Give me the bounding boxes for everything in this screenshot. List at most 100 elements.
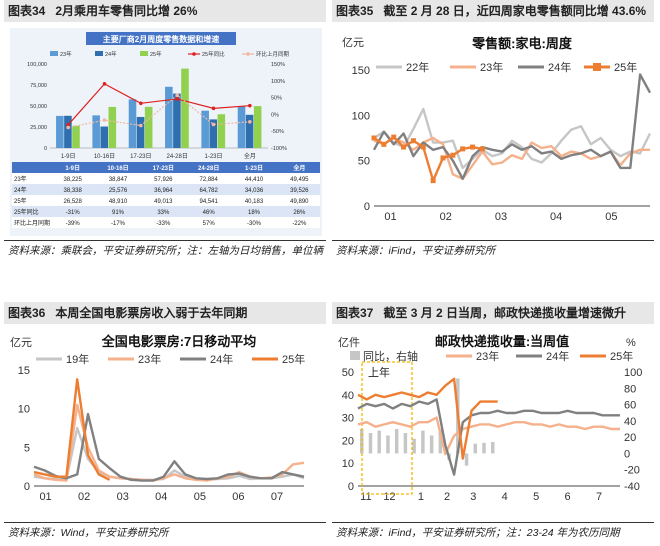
y-tick-label: 30 — [342, 413, 354, 425]
x-tick-label: 6 — [565, 491, 571, 503]
figure-title: 截至 2 月 28 日，近四周家电零售额同比增 43.6% — [383, 4, 647, 18]
x-tick-label: 3 — [470, 491, 476, 503]
bar — [64, 115, 72, 148]
line-marker — [175, 97, 179, 101]
legend-label: 19年 — [66, 352, 89, 366]
x-tick-label: 4 — [502, 491, 508, 503]
line-marker — [211, 122, 216, 127]
x-tick-label: 17-23日 — [130, 153, 151, 160]
x-tick-label: 24-28日 — [166, 153, 187, 160]
bar — [368, 433, 373, 454]
line-marker — [139, 101, 143, 106]
panel-header: 图表34 2月乘用车零售同比增 26% — [4, 0, 326, 22]
x-tick-label: 06 — [232, 491, 244, 503]
table-cell: 57% — [203, 221, 216, 227]
series-line — [357, 398, 620, 476]
annotation-label: 上年 — [368, 365, 390, 379]
table-cell: 环比上月同期 — [14, 219, 50, 227]
y-tick-label: 100 — [352, 110, 370, 122]
table-cell: 24年 — [14, 186, 27, 194]
y-tick-label: 150 — [352, 65, 370, 77]
y2-tick-label: -100% — [271, 146, 287, 152]
table-cell: 57,926 — [154, 177, 173, 183]
line-marker — [450, 152, 456, 158]
y-tick-label: 15 — [18, 365, 30, 377]
figure-number: 图表36 — [8, 306, 46, 320]
series-line — [33, 378, 111, 481]
series-line — [357, 416, 620, 456]
table-header-bg — [12, 162, 320, 173]
legend-label: 23年 — [138, 352, 161, 366]
line-marker — [401, 144, 407, 150]
x-tick-label: 03 — [495, 211, 507, 223]
highlight-box — [361, 361, 413, 495]
legend-label: 24年 — [210, 352, 233, 366]
y-tick-label: 0 — [24, 481, 30, 493]
bar — [386, 435, 390, 454]
series-line — [33, 412, 305, 482]
line-marker — [430, 178, 436, 184]
table-row — [12, 195, 320, 206]
series-line — [373, 107, 652, 170]
bar — [491, 442, 495, 454]
figure-number: 图表35 — [336, 4, 374, 18]
y-tick-label: 10 — [18, 404, 30, 416]
line-marker — [470, 144, 476, 150]
x-tick-label: 1 — [418, 491, 424, 503]
bar — [201, 110, 209, 148]
y-tick-label: 20 — [342, 435, 354, 447]
bar — [237, 106, 246, 148]
y2-tick-label: 150% — [271, 62, 285, 68]
table-row — [12, 206, 320, 217]
line-marker — [410, 138, 416, 144]
y2-tick-label: -40 — [624, 481, 640, 493]
bar — [128, 99, 137, 148]
y-tick-label: 0 — [364, 201, 370, 213]
series-line — [33, 426, 305, 482]
legend-label: 24年 — [548, 60, 571, 74]
table-cell: 49,013 — [154, 199, 173, 205]
table-header-cell: 17-23日 — [153, 165, 174, 172]
x-tick-label: 01 — [384, 211, 396, 223]
table-cell: 49,495 — [290, 177, 309, 183]
line-marker — [420, 144, 426, 150]
table-cell: -22% — [292, 221, 307, 227]
bar — [136, 116, 145, 148]
bar — [403, 433, 408, 454]
legend-marker — [593, 63, 601, 71]
x-tick-label: 12 — [383, 491, 395, 503]
legend-label: 23年 — [60, 50, 72, 58]
legend-label: 25年 — [614, 60, 637, 74]
panel-34: 图表34 2月乘用车零售同比增 26% 主要厂商2月周度零售数据和增速 23年 24年… — [4, 0, 326, 272]
figure-title: 2月乘用车零售同比增 26% — [55, 4, 198, 18]
x-tick-label: 01 — [39, 491, 51, 503]
y-tick-label: 50 — [342, 367, 354, 379]
chart-area: 主要厂商2月周度零售数据和增速 23年 24年 25年 25年同比 环比上月同期 0 25,0… — [10, 28, 322, 236]
y2-tick-label: 100 — [624, 367, 642, 379]
bar — [482, 442, 486, 454]
table-cell: 48,910 — [109, 199, 128, 205]
figure-number: 图表37 — [336, 306, 374, 320]
figure-number: 图表34 — [8, 4, 46, 18]
table-cell: 26% — [293, 210, 306, 216]
y-tick-label: 100,000 — [27, 62, 47, 68]
x-tick-label: 05 — [605, 211, 617, 223]
y2-axis-label: % — [626, 337, 636, 349]
table-cell: 33% — [157, 210, 170, 216]
bar — [429, 435, 434, 454]
source-note: 资料来源：iFind，平安证券研究所；注：23-24 年为农历同期 — [332, 522, 654, 542]
x-tick-label: 10-16日 — [94, 153, 115, 160]
line-marker — [248, 119, 252, 124]
line-marker — [139, 123, 143, 128]
bar — [144, 106, 153, 148]
bar — [92, 115, 100, 148]
y2-tick-label: 100% — [271, 79, 285, 85]
table-row — [12, 184, 320, 195]
y2-tick-label: 20 — [624, 432, 636, 444]
table-cell: 38,338 — [63, 188, 82, 194]
series-line — [372, 73, 652, 181]
table-cell: 72,884 — [199, 177, 218, 183]
table-cell: -33% — [156, 221, 171, 227]
table-cell: 94,541 — [199, 199, 218, 205]
